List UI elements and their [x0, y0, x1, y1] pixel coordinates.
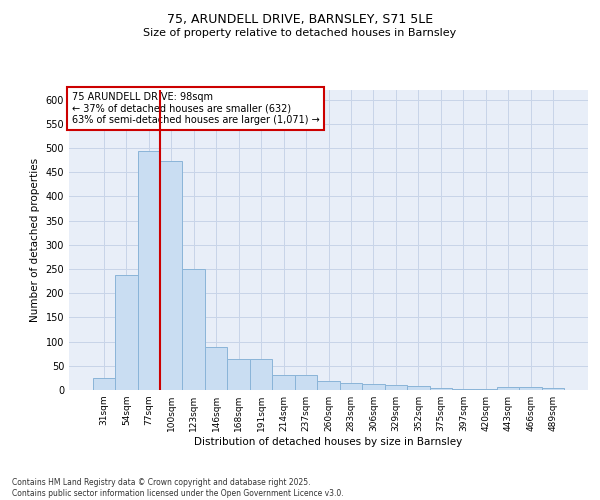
Bar: [520, 387, 542, 390]
Bar: [160, 161, 182, 390]
Text: 75, ARUNDELL DRIVE, BARNSLEY, S71 5LE: 75, ARUNDELL DRIVE, BARNSLEY, S71 5LE: [167, 12, 433, 26]
Bar: [430, 388, 452, 390]
Bar: [250, 358, 272, 390]
Bar: [227, 358, 250, 390]
Text: 75 ARUNDELL DRIVE: 98sqm
← 37% of detached houses are smaller (632)
63% of semi-: 75 ARUNDELL DRIVE: 98sqm ← 37% of detach…: [71, 92, 319, 124]
Bar: [115, 275, 137, 390]
Bar: [317, 382, 340, 390]
Bar: [475, 388, 497, 390]
Bar: [452, 388, 475, 390]
Bar: [92, 378, 115, 390]
Bar: [407, 386, 430, 390]
Bar: [340, 382, 362, 390]
Bar: [362, 384, 385, 390]
Bar: [385, 385, 407, 390]
Bar: [205, 348, 227, 390]
Bar: [497, 387, 520, 390]
Text: Contains HM Land Registry data © Crown copyright and database right 2025.
Contai: Contains HM Land Registry data © Crown c…: [12, 478, 344, 498]
X-axis label: Distribution of detached houses by size in Barnsley: Distribution of detached houses by size …: [194, 437, 463, 447]
Text: Size of property relative to detached houses in Barnsley: Size of property relative to detached ho…: [143, 28, 457, 38]
Bar: [295, 376, 317, 390]
Y-axis label: Number of detached properties: Number of detached properties: [30, 158, 40, 322]
Bar: [137, 151, 160, 390]
Bar: [272, 376, 295, 390]
Bar: [542, 388, 565, 390]
Bar: [182, 269, 205, 390]
